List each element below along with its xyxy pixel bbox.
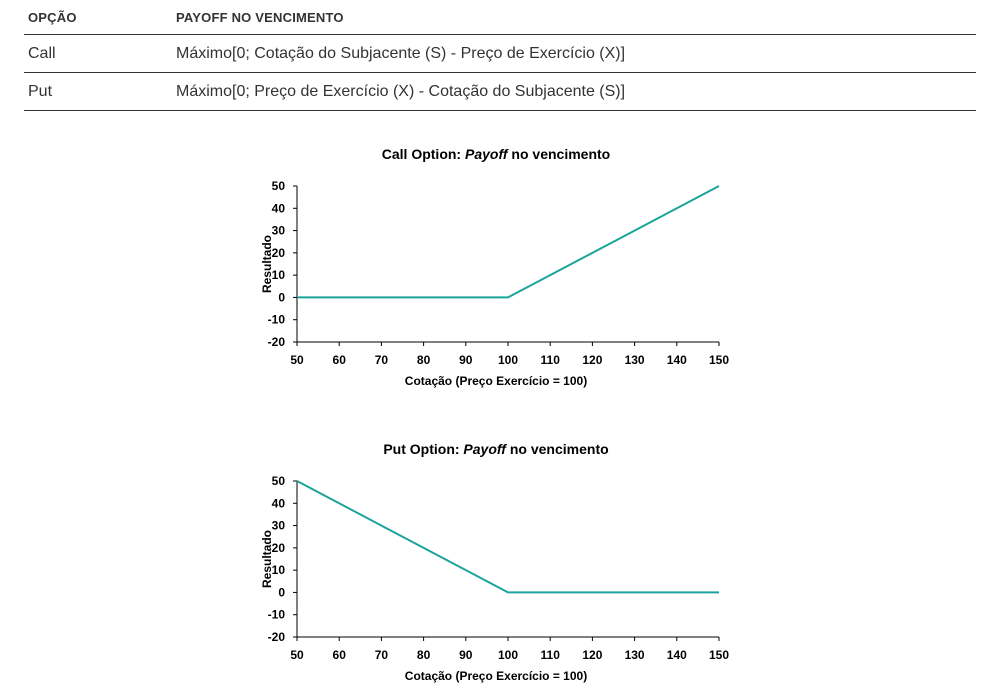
chart-title-italic: Payoff — [465, 146, 509, 162]
y-tick-label: -20 — [268, 630, 286, 644]
x-tick-label: 80 — [417, 648, 431, 662]
call-payoff-chart: Call Option: Payoff no vencimento 50 40 30 2… — [260, 146, 729, 388]
y-tick-label: 40 — [272, 201, 286, 215]
table-row: Put Máximo[0; Preço de Exercício (X) - C… — [24, 72, 976, 111]
x-tick-label: 60 — [333, 353, 347, 367]
x-tick-label: 120 — [582, 648, 602, 662]
x-tick-label: 150 — [709, 353, 729, 367]
table-cell-option: Call — [24, 34, 172, 73]
column-header-payoff: PAYOFF NO VENCIMENTO — [176, 9, 344, 25]
chart-title-suffix: no vencimento — [506, 441, 609, 457]
y-tick-label: -20 — [268, 335, 286, 349]
x-tick-label: 50 — [290, 648, 304, 662]
x-tick-label: 70 — [375, 648, 389, 662]
y-tick-label: -10 — [268, 313, 286, 327]
payoff-table: OPÇÃO PAYOFF NO VENCIMENTO Call Máximo[0… — [24, 0, 976, 111]
x-tick-label: 120 — [582, 353, 602, 367]
table-header-row: OPÇÃO PAYOFF NO VENCIMENTO — [24, 0, 976, 35]
y-tick-label: 30 — [272, 519, 286, 533]
x-tick-label: 90 — [459, 353, 473, 367]
x-tick-label: 130 — [625, 648, 645, 662]
chart-title: Put Option: Payoff no vencimento — [383, 441, 608, 457]
x-tick-label: 90 — [459, 648, 473, 662]
y-tick-label: 30 — [272, 224, 286, 238]
table-cell-payoff: Máximo[0; Preço de Exercício (X) - Cotaç… — [172, 72, 976, 111]
y-tick-label: 20 — [272, 246, 286, 260]
x-axis-label: Cotação (Preço Exercício = 100) — [405, 669, 587, 683]
y-tick-label: 20 — [272, 541, 286, 555]
x-tick-label: 70 — [375, 353, 389, 367]
chart-title: Call Option: Payoff no vencimento — [382, 146, 610, 162]
y-tick-label: 0 — [278, 290, 285, 304]
x-tick-label: 100 — [498, 353, 518, 367]
y-tick-label: 50 — [272, 474, 286, 488]
table-cell-payoff: Máximo[0; Cotação do Subjacente (S) - Pr… — [172, 34, 976, 73]
x-axis-label: Cotação (Preço Exercício = 100) — [405, 374, 587, 388]
x-tick-label: 150 — [709, 648, 729, 662]
y-tick-label: 40 — [272, 496, 286, 510]
x-tick-label: 140 — [667, 353, 687, 367]
chart-title-italic: Payoff — [463, 441, 507, 457]
x-tick-label: 130 — [625, 353, 645, 367]
x-tick-label: 140 — [667, 648, 687, 662]
payoff-series-line — [296, 480, 719, 594]
chart-title-suffix: no vencimento — [508, 146, 611, 162]
y-tick-label: 10 — [272, 268, 286, 282]
chart-title-prefix: Call Option: — [382, 146, 465, 162]
table-cell-option: Put — [24, 72, 172, 111]
chart-title-prefix: Put Option: — [383, 441, 463, 457]
put-payoff-chart: Put Option: Payoff no vencimento 50 40 30 20… — [260, 441, 729, 683]
x-tick-label: 50 — [290, 353, 304, 367]
x-tick-label: 80 — [417, 353, 431, 367]
y-tick-label: 50 — [272, 179, 286, 193]
table-row: Call Máximo[0; Cotação do Subjacente (S)… — [24, 34, 976, 73]
x-tick-label: 60 — [333, 648, 347, 662]
column-header-option: OPÇÃO — [28, 9, 77, 25]
y-tick-label: 0 — [278, 585, 285, 599]
payoff-series-line — [297, 185, 720, 299]
x-tick-label: 110 — [541, 353, 561, 367]
y-tick-label: 10 — [272, 563, 286, 577]
x-tick-label: 110 — [541, 648, 561, 662]
y-tick-label: -10 — [268, 608, 286, 622]
x-tick-label: 100 — [498, 648, 518, 662]
y-axis-label: Resultado — [260, 235, 274, 293]
y-axis-label: Resultado — [260, 530, 274, 588]
